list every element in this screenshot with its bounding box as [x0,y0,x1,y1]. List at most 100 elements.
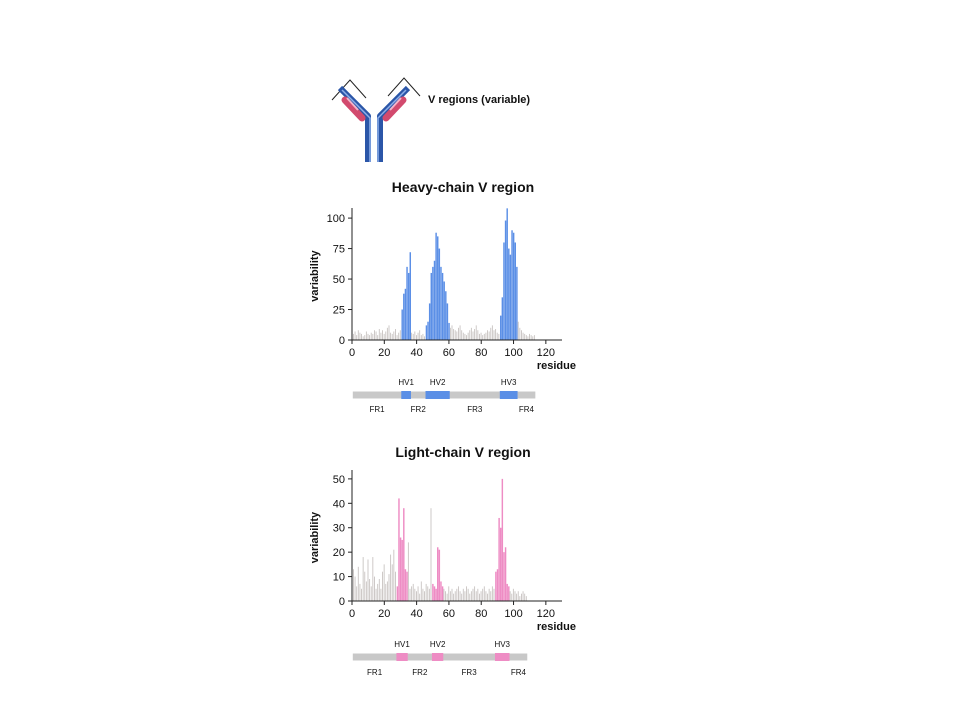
hypervariable-bar [396,586,399,601]
framework-bar [451,325,453,340]
hypervariable-bar [496,569,499,601]
framework-bar [530,335,532,340]
framework-bar [527,336,529,340]
framework-bar [454,591,456,601]
framework-bar [417,586,419,601]
hypervariable-bar [504,547,507,601]
y-tick-label: 40 [333,498,345,510]
framework-bar [367,559,369,601]
hypervariable-bar [399,537,402,601]
framework-bar [428,588,430,601]
framework-bar [479,333,480,340]
framework-bar [388,325,390,340]
framework-bar [519,596,521,601]
framework-bar [357,566,359,601]
right-bracket-icon [387,77,421,97]
framework-bar [362,336,364,340]
hypervariable-bar [506,583,508,601]
framework-bar [365,581,367,601]
light-chain-left-icon [341,96,366,122]
framework-bar [414,588,416,601]
x-tick-label: 60 [443,608,455,620]
hypervariable-bar [403,508,405,601]
framework-bar [451,588,453,601]
hypervariable-bar [437,547,439,601]
framework-bar [377,335,379,340]
framework-bar [516,593,518,601]
left-bracket-icon [331,79,367,101]
framework-bar [391,564,393,601]
x-tick-label: 20 [378,608,390,620]
framework-bar [498,333,500,340]
framework-bar [482,335,484,340]
framework-bar [411,332,413,340]
framework-bar [357,330,359,340]
hypervariable-bar [441,272,444,340]
framework-bar [449,591,451,601]
hypervariable-bar [446,303,449,340]
framework-bar [521,330,522,340]
hypervariable-segment [396,653,408,661]
framework-bar [462,332,464,340]
fr-region-label: FR4 [511,668,527,677]
framework-bar [472,588,474,601]
framework-bar [512,588,514,601]
light-chain-right-icon [382,96,407,122]
framework-bar [393,549,395,601]
hypervariable-bar [437,236,439,340]
fr-region-label: FR3 [462,668,478,677]
framework-bar [448,586,450,601]
framework-bar [365,331,367,340]
y-tick-label: 20 [333,547,345,559]
framework-bar [378,329,380,340]
hypervariable-bar [500,527,502,601]
framework-bar [425,583,427,601]
antibody-illustration [331,77,421,162]
framework-bar [445,591,446,601]
framework-bar [469,593,471,601]
framework-bar [462,588,464,601]
framework-bar [386,327,388,340]
hypervariable-bar [432,266,434,340]
framework-bar [398,332,400,340]
fr-region-label: FR4 [519,405,535,414]
framework-bar [524,593,526,601]
framework-bar [453,329,455,340]
hypervariable-segment [401,391,411,399]
v-regions-label: V regions (variable) [428,94,530,106]
framework-bar [385,331,387,340]
hypervariable-bar [398,498,400,601]
fr-region-label: FR2 [411,405,427,414]
hypervariable-bar [504,220,507,340]
framework-bar [483,333,485,340]
framework-bar [391,333,393,340]
light-chain-chart: Light-chain V region 0 10 20 30 40 50 0 20 40 60 80… [309,444,576,677]
framework-bar [382,330,383,340]
fr-region-label: FR3 [467,405,483,414]
framework-bar [464,333,466,340]
y-tick-label: 0 [339,335,345,347]
framework-bar [475,591,477,601]
framework-bar [422,588,424,601]
x-axis-label: residue [537,621,576,633]
y-tick-label: 100 [327,213,345,225]
framework-bar [378,579,380,601]
x-tick-label: 20 [378,347,390,359]
hypervariable-segment [499,391,518,399]
framework-bar [491,325,493,340]
framework-bar [461,593,463,601]
framework-bar [385,583,387,601]
hypervariable-bar [501,297,504,340]
framework-bar [466,335,467,340]
framework-bar [412,333,414,340]
framework-bar [514,591,516,601]
framework-bar [377,583,379,601]
framework-bar [362,557,364,601]
hypervariable-bar [503,552,505,601]
hypervariable-bar [438,549,441,601]
framework-bar [372,557,374,601]
framework-bar [495,329,497,340]
framework-bar [375,331,377,340]
x-tick-label: 120 [537,347,555,359]
framework-bar [412,583,414,601]
